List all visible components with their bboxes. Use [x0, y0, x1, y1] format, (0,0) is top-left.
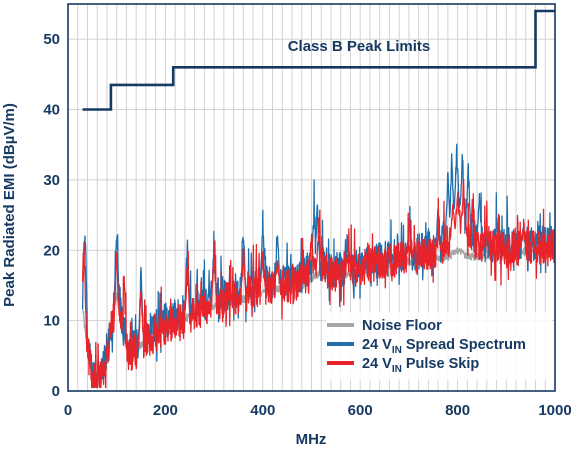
y-tick-label: 40 [43, 102, 60, 119]
plot-frame [67, 3, 556, 392]
legend-label: 24 VIN Spread Spectrum [362, 337, 526, 356]
y-tick-label: 30 [43, 172, 60, 189]
legend-background [326, 312, 552, 380]
x-tick-labels: 0 200 400 600 800 1000 [64, 402, 572, 419]
y-tick-label: 50 [43, 31, 60, 48]
y-tick-label: 10 [43, 313, 60, 330]
x-tick-label: 800 [445, 402, 470, 419]
pulse-skip-series [81, 178, 556, 389]
y-tick-label: 20 [43, 242, 60, 259]
y-tick-label: 0 [52, 383, 60, 400]
series-layer [81, 143, 556, 389]
x-tick-label: 400 [250, 402, 275, 419]
legend-label: Noise Floor [362, 318, 442, 334]
y-axis-label: Peak Radiated EMI (dBµV/m) [1, 103, 18, 307]
x-tick-label: 200 [153, 402, 178, 419]
x-tick-label: 0 [64, 402, 72, 419]
class-b-limit-line [82, 9, 555, 111]
x-tick-label: 1000 [538, 402, 571, 419]
class-b-annotation: Class B Peak Limits [288, 38, 431, 55]
x-axis-label: MHz [296, 431, 327, 448]
legend-label: 24 VIN Pulse Skip [362, 356, 479, 375]
y-tick-labels: 0 10 20 30 40 50 [43, 31, 60, 400]
x-tick-label: 600 [348, 402, 373, 419]
